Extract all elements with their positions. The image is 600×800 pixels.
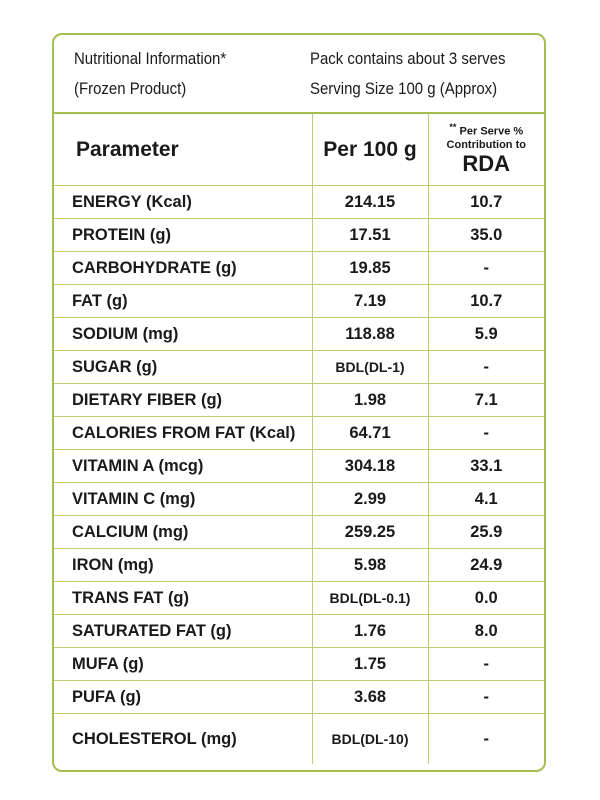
column-header-row: Parameter Per 100 g ** Per Serve % Contr… xyxy=(54,114,544,186)
parameter-cell: PROTEIN (g) xyxy=(54,218,313,252)
table-row: CALCIUM (mg) 259.25 25.9 xyxy=(54,515,544,549)
rda-text: Per Serve % xyxy=(459,126,524,139)
table-row: PROTEIN (g) 17.51 35.0 xyxy=(54,218,544,252)
nutrition-table: Parameter Per 100 g ** Per Serve % Contr… xyxy=(54,114,544,764)
value-cell: 0.0 xyxy=(427,581,544,615)
table-row: PUFA (g) 3.68- xyxy=(54,680,544,714)
title: Nutritional Information* xyxy=(74,49,227,68)
column-header: Parameter xyxy=(54,114,313,186)
value-cell: - xyxy=(427,647,544,681)
table-row: TRANS FAT (g) BDL(DL-0.1) 0.0 xyxy=(54,581,544,615)
table-row: SODIUM (mg) 118.88 5.9 xyxy=(54,317,544,351)
parameter-cell: CALCIUM (mg) xyxy=(54,515,313,549)
value-cell: 7.1 xyxy=(427,383,544,417)
value-cell: 25.9 xyxy=(427,515,544,549)
value-cell: BDL(DL-10) xyxy=(311,713,429,764)
title: (Frozen Product) xyxy=(74,79,187,98)
serving-info: Pack contains about 3 serves xyxy=(310,49,506,68)
table-row: DIETARY FIBER (g) 1.98 7.1 xyxy=(54,383,544,417)
value-cell: 5.98 xyxy=(311,548,429,582)
value-cell: 5.9 xyxy=(427,317,544,351)
panel-header: Nutritional Information* (Frozen Product… xyxy=(54,35,544,114)
value-cell: 10.7 xyxy=(427,185,544,219)
parameter-cell: ENERGY (Kcal) xyxy=(54,185,313,219)
value-cell: - xyxy=(427,713,544,764)
parameter-cell: VITAMIN C (mg) xyxy=(54,482,313,516)
rda-emphasis: RDA xyxy=(462,151,511,177)
value-cell: 10.7 xyxy=(427,284,544,318)
table-body: Parameter Per 100 g ** Per Serve % Contr… xyxy=(54,114,544,764)
value-cell: - xyxy=(427,350,544,384)
table-row: ENERGY (Kcal) 214.15 10.7 xyxy=(54,185,544,219)
value-cell: 17.51 xyxy=(311,218,429,252)
value-cell: 3.68 xyxy=(311,680,429,714)
serving-info: Serving Size 100 g (Approx) xyxy=(310,79,498,98)
value-cell: 214.15 xyxy=(311,185,429,219)
value-cell: 1.98 xyxy=(311,383,429,417)
value-cell: 7.19 xyxy=(311,284,429,318)
rda-line: ** Per Serve % xyxy=(429,122,544,139)
value-cell: BDL(DL-1) xyxy=(311,350,429,384)
table-row: MUFA (g) 1.75- xyxy=(54,647,544,681)
parameter-cell: TRANS FAT (g) xyxy=(54,581,313,615)
value-cell: 4.1 xyxy=(427,482,544,516)
column-header: ** Per Serve % Contribution to RDA xyxy=(427,114,544,186)
parameter-cell: DIETARY FIBER (g) xyxy=(54,383,313,417)
value-cell: 33.1 xyxy=(427,449,544,483)
parameter-cell: FAT (g) xyxy=(54,284,313,318)
parameter-cell: SUGAR (g) xyxy=(54,350,313,384)
value-cell: 64.71 xyxy=(311,416,429,450)
parameter-cell: CALORIES FROM FAT (Kcal) xyxy=(54,416,313,450)
marker: ** xyxy=(449,122,457,133)
value-cell: - xyxy=(427,680,544,714)
table-row: CHOLESTEROL (mg) BDL(DL-10) - xyxy=(54,713,544,764)
value-cell: 1.76 xyxy=(311,614,429,648)
value-cell: 304.18 xyxy=(311,449,429,483)
parameter-cell: MUFA (g) xyxy=(54,647,313,681)
nutrition-panel: Nutritional Information* (Frozen Product… xyxy=(52,33,546,772)
parameter-cell: VITAMIN A (mcg) xyxy=(54,449,313,483)
parameter-cell: PUFA (g) xyxy=(54,680,313,714)
value-cell: 35.0 xyxy=(427,218,544,252)
column-header: Per 100 g xyxy=(311,114,429,186)
parameter-cell: SODIUM (mg) xyxy=(54,317,313,351)
value-cell: 118.88 xyxy=(311,317,429,351)
value-cell: - xyxy=(427,251,544,285)
value-cell: BDL(DL-0.1) xyxy=(311,581,429,615)
table-row: CARBOHYDRATE (g) 19.85- xyxy=(54,251,544,285)
parameter-cell: SATURATED FAT (g) xyxy=(54,614,313,648)
value-cell: 24.9 xyxy=(427,548,544,582)
value-cell: 1.75 xyxy=(311,647,429,681)
value-cell: 19.85 xyxy=(311,251,429,285)
table-row: SATURATED FAT (g) 1.76 8.0 xyxy=(54,614,544,648)
table-row: IRON (mg) 5.98 24.9 xyxy=(54,548,544,582)
table-row: VITAMIN C (mg) 2.99 4.1 xyxy=(54,482,544,516)
rda-line: Contribution to xyxy=(446,138,526,151)
value-cell: - xyxy=(427,416,544,450)
value-cell: 2.99 xyxy=(311,482,429,516)
parameter-cell: CHOLESTEROL (mg) xyxy=(54,713,313,764)
table-row: VITAMIN A (mcg) 304.18 33.1 xyxy=(54,449,544,483)
value-cell: 259.25 xyxy=(311,515,429,549)
table-row: CALORIES FROM FAT (Kcal) 64.71- xyxy=(54,416,544,450)
table-row: FAT (g) 7.19 10.7 xyxy=(54,284,544,318)
parameter-cell: CARBOHYDRATE (g) xyxy=(54,251,313,285)
parameter-cell: IRON (mg) xyxy=(54,548,313,582)
table-row: SUGAR (g) BDL(DL-1) - xyxy=(54,350,544,384)
value-cell: 8.0 xyxy=(427,614,544,648)
